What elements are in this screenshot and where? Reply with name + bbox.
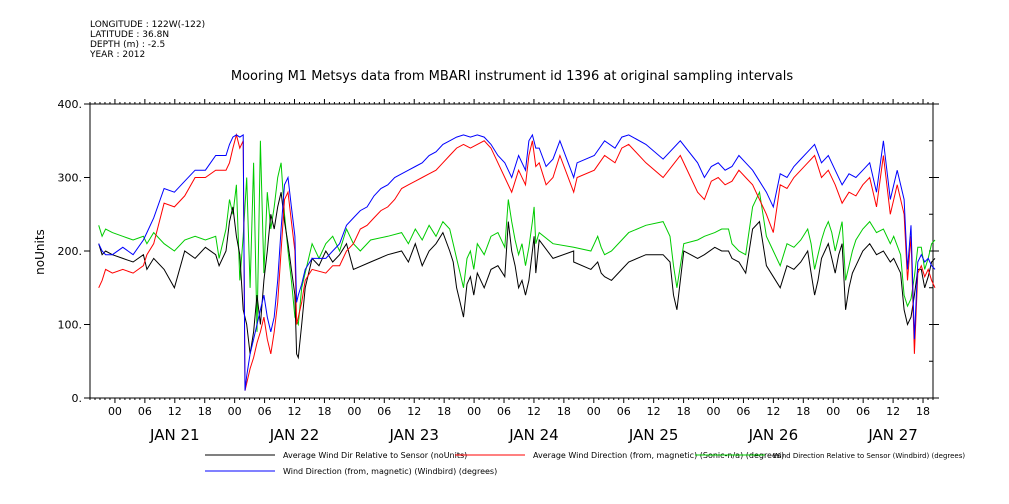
x-tick-label: 12 [886,405,900,418]
longitude-label: LONGITUDE : 122W(-122) [90,20,206,30]
series-group [98,132,936,391]
series-line-3 [98,140,936,332]
x-tick-label: 12 [407,405,421,418]
x-tick-label: 12 [647,405,661,418]
x-tick-label: 18 [796,405,810,418]
x-tick-label: 12 [766,405,780,418]
latitude-label: LATITUDE : 36.8N [90,30,170,40]
x-date-label: JAN 23 [388,426,439,444]
x-tick-label: 18 [198,405,212,418]
legend-label: Average Wind Direction (from, magnetic) … [533,451,784,460]
legend-label: Wind Direction (from, magnetic) (Windbir… [283,467,497,476]
x-tick-label: 18 [557,405,571,418]
x-tick-label: 00 [826,405,840,418]
y-tick-label: 100. [58,319,83,332]
y-tick-label: 0. [72,392,83,405]
x-tick-label: 06 [258,405,272,418]
y-tick-label: 200. [58,245,83,258]
legend-label: Average Wind Dir Relative to Sensor (noU… [283,451,467,460]
x-tick-label: 00 [228,405,242,418]
year-label: YEAR : 2012 [90,50,146,60]
x-date-label: JAN 22 [269,426,320,444]
chart-title: Mooring M1 Metsys data from MBARI instru… [231,69,793,84]
x-tick-label: 12 [527,405,541,418]
x-date-label: JAN 21 [149,426,200,444]
y-tick-label: 300. [58,172,83,185]
x-date-label: JAN 27 [867,426,918,444]
y-tick-label: 400. [58,98,83,111]
x-tick-label: 06 [138,405,152,418]
x-tick-label: 12 [168,405,182,418]
legend: Average Wind Dir Relative to Sensor (noU… [205,451,965,476]
y-axis-label: noUnits [33,229,47,275]
legend-label: Wind Direction Relative to Sensor (Windb… [773,452,965,460]
x-tick-label: 00 [347,405,361,418]
axes: 0. 100. 200. 300. 400. 00 06 12 18 00 06 12 18 00 06 12… [58,98,939,444]
x-date-label: JAN 26 [748,426,799,444]
x-date-label: JAN 25 [628,426,679,444]
x-tick-label: 06 [736,405,750,418]
x-tick-label: 18 [916,405,930,418]
series-line-4 [98,133,936,391]
x-tick-label: 18 [677,405,691,418]
series-line-1 [98,192,936,360]
metadata-block: LONGITUDE : 122W(-122) LATITUDE : 36.8N … [90,20,205,60]
x-tick-label: 00 [467,405,481,418]
x-tick-label: 06 [856,405,870,418]
depth-label: DEPTH (m) : -2.5 [90,40,166,50]
x-tick-label: 00 [108,405,122,418]
x-tick-label: 06 [377,405,391,418]
x-tick-label: 06 [497,405,511,418]
x-tick-label: 00 [707,405,721,418]
x-tick-label: 06 [617,405,631,418]
x-tick-label: 12 [288,405,302,418]
x-tick-label: 18 [437,405,451,418]
x-tick-label: 00 [587,405,601,418]
x-tick-label: 18 [317,405,331,418]
x-date-label: JAN 24 [508,426,559,444]
